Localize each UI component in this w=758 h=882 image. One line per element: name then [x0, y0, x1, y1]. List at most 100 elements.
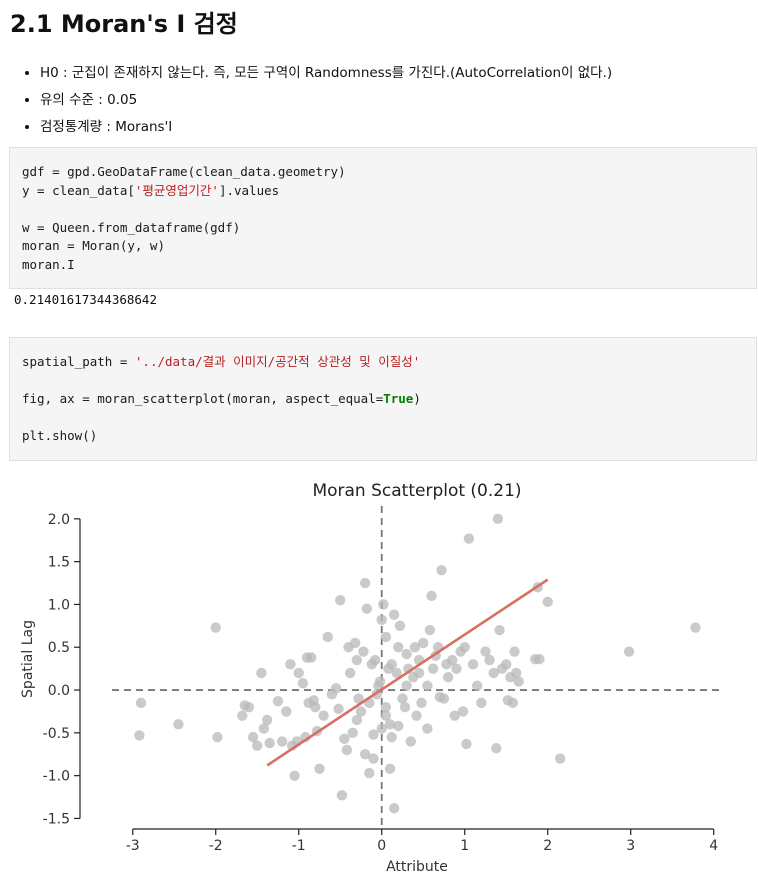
- data-point: [369, 654, 381, 666]
- y-tick-label: -1.0: [43, 769, 70, 785]
- x-tick-label: -1: [292, 838, 306, 854]
- data-point: [252, 740, 263, 751]
- data-point: [351, 714, 363, 726]
- data-point: [380, 710, 392, 721]
- code-line: spatial_path = '../data/결과 이미지/공간적 상관성 및…: [22, 354, 421, 369]
- code-string: '평균영업기간': [134, 182, 219, 198]
- data-point: [376, 723, 387, 734]
- data-point: [359, 577, 371, 589]
- y-tick-label: 1.5: [48, 555, 70, 571]
- data-point: [442, 672, 454, 683]
- code-cell-moran[interactable]: gdf = gpd.GeoDataFrame(clean_data.geomet…: [9, 147, 757, 289]
- x-tick-label: -3: [126, 838, 140, 854]
- data-point: [380, 631, 392, 643]
- data-point: [247, 731, 259, 743]
- data-point: [438, 693, 450, 704]
- data-point: [491, 743, 502, 754]
- code-line: w = Queen.from_dataframe(gdf): [22, 219, 241, 235]
- data-point: [507, 697, 519, 709]
- section-heading: 2.1 Moran's I 검정: [10, 10, 238, 38]
- code-cell-plot[interactable]: spatial_path = '../data/결과 이미지/공간적 상관성 및…: [9, 337, 757, 461]
- data-point: [289, 770, 300, 781]
- axes: -3 -2 -1 0 1 2 3 4 -1.5 -1.0 -0.5 0.0 0.5 1.0 1.5 2.0: [43, 512, 719, 854]
- code-line: moran = Moran(y, w): [22, 238, 165, 253]
- data-point: [418, 637, 429, 649]
- code-line: y = clean_data['평균영업기간'].values: [22, 182, 280, 198]
- hypothesis-list: H0 : 군집이 존재하지 않는다. 즉, 모든 구역이 Randomness를…: [20, 60, 612, 141]
- data-point: [399, 701, 411, 713]
- reference-lines: [112, 506, 722, 827]
- data-point: [457, 706, 469, 717]
- data-point: [416, 697, 427, 709]
- code-line: plt.show(): [22, 428, 98, 443]
- chart-title: Moran Scatterplot (0.21): [312, 481, 521, 501]
- data-point: [451, 663, 462, 674]
- data-point: [534, 654, 545, 665]
- data-point: [364, 767, 375, 779]
- code-editor[interactable]: spatial_path = '../data/결과 이미지/공간적 상관성 및…: [10, 353, 756, 446]
- fit-line-group: [266, 578, 549, 767]
- data-point: [690, 622, 701, 633]
- data-point: [411, 710, 422, 721]
- data-point: [459, 642, 470, 653]
- code-string: '../data/결과 이미지/공간적 상관성 및 이질성': [134, 354, 421, 369]
- data-point: [623, 646, 635, 657]
- data-point: [397, 693, 408, 704]
- data-point: [173, 719, 184, 730]
- data-point: [314, 763, 325, 774]
- data-point: [513, 676, 524, 687]
- data-point: [339, 733, 350, 745]
- data-point: [510, 667, 522, 679]
- data-point: [272, 695, 284, 707]
- data-point: [494, 624, 505, 636]
- y-tick-label: 0.0: [48, 683, 70, 699]
- x-tick-label: 3: [626, 838, 635, 854]
- code-line: gdf = gpd.GeoDataFrame(clean_data.geomet…: [22, 164, 346, 179]
- data-point: [422, 680, 433, 691]
- data-point: [378, 599, 389, 610]
- data-point: [276, 736, 288, 747]
- y-axis-label: Spatial Lag: [20, 620, 36, 698]
- code-blank-line: [22, 409, 756, 428]
- data-point: [463, 533, 475, 544]
- data-point: [386, 659, 397, 670]
- data-point: [393, 720, 404, 732]
- data-point: [330, 683, 342, 694]
- data-point: [243, 701, 255, 713]
- y-tick-label: -0.5: [43, 726, 70, 742]
- data-point: [368, 729, 379, 740]
- data-point: [134, 730, 145, 741]
- code-editor[interactable]: gdf = gpd.GeoDataFrame(clean_data.geomet…: [10, 163, 756, 274]
- data-point: [318, 710, 329, 721]
- data-point: [335, 594, 346, 606]
- x-tick-label: 0: [377, 838, 386, 854]
- code-blank-line: [22, 372, 756, 391]
- data-point: [427, 663, 439, 674]
- data-point: [461, 738, 472, 750]
- list-item: H0 : 군집이 존재하지 않는다. 즉, 모든 구역이 Randomness를…: [40, 60, 612, 87]
- data-point: [405, 736, 416, 747]
- data-point: [310, 701, 321, 713]
- data-point: [349, 637, 361, 649]
- data-point: [480, 646, 491, 657]
- list-item: 검정통계량 : Morans'I: [40, 114, 612, 141]
- data-point: [476, 697, 487, 709]
- y-tick-label: 1.0: [48, 597, 70, 613]
- data-point: [509, 646, 520, 657]
- data-point: [212, 731, 223, 743]
- data-point: [409, 642, 421, 653]
- data-point: [388, 609, 400, 620]
- x-axis-label: Attribute: [386, 859, 448, 875]
- data-point: [542, 596, 553, 608]
- data-point: [413, 667, 425, 679]
- data-point: [424, 624, 436, 636]
- data-point: [353, 693, 364, 704]
- list-item: 유의 수준 : 0.05: [40, 87, 612, 114]
- data-point: [467, 659, 479, 670]
- code-line: fig, ax = moran_scatterplot(moran, aspec…: [22, 391, 421, 406]
- data-point: [393, 642, 404, 653]
- data-point: [359, 749, 371, 760]
- data-point: [281, 706, 292, 717]
- data-point: [449, 710, 460, 721]
- data-point: [297, 677, 309, 689]
